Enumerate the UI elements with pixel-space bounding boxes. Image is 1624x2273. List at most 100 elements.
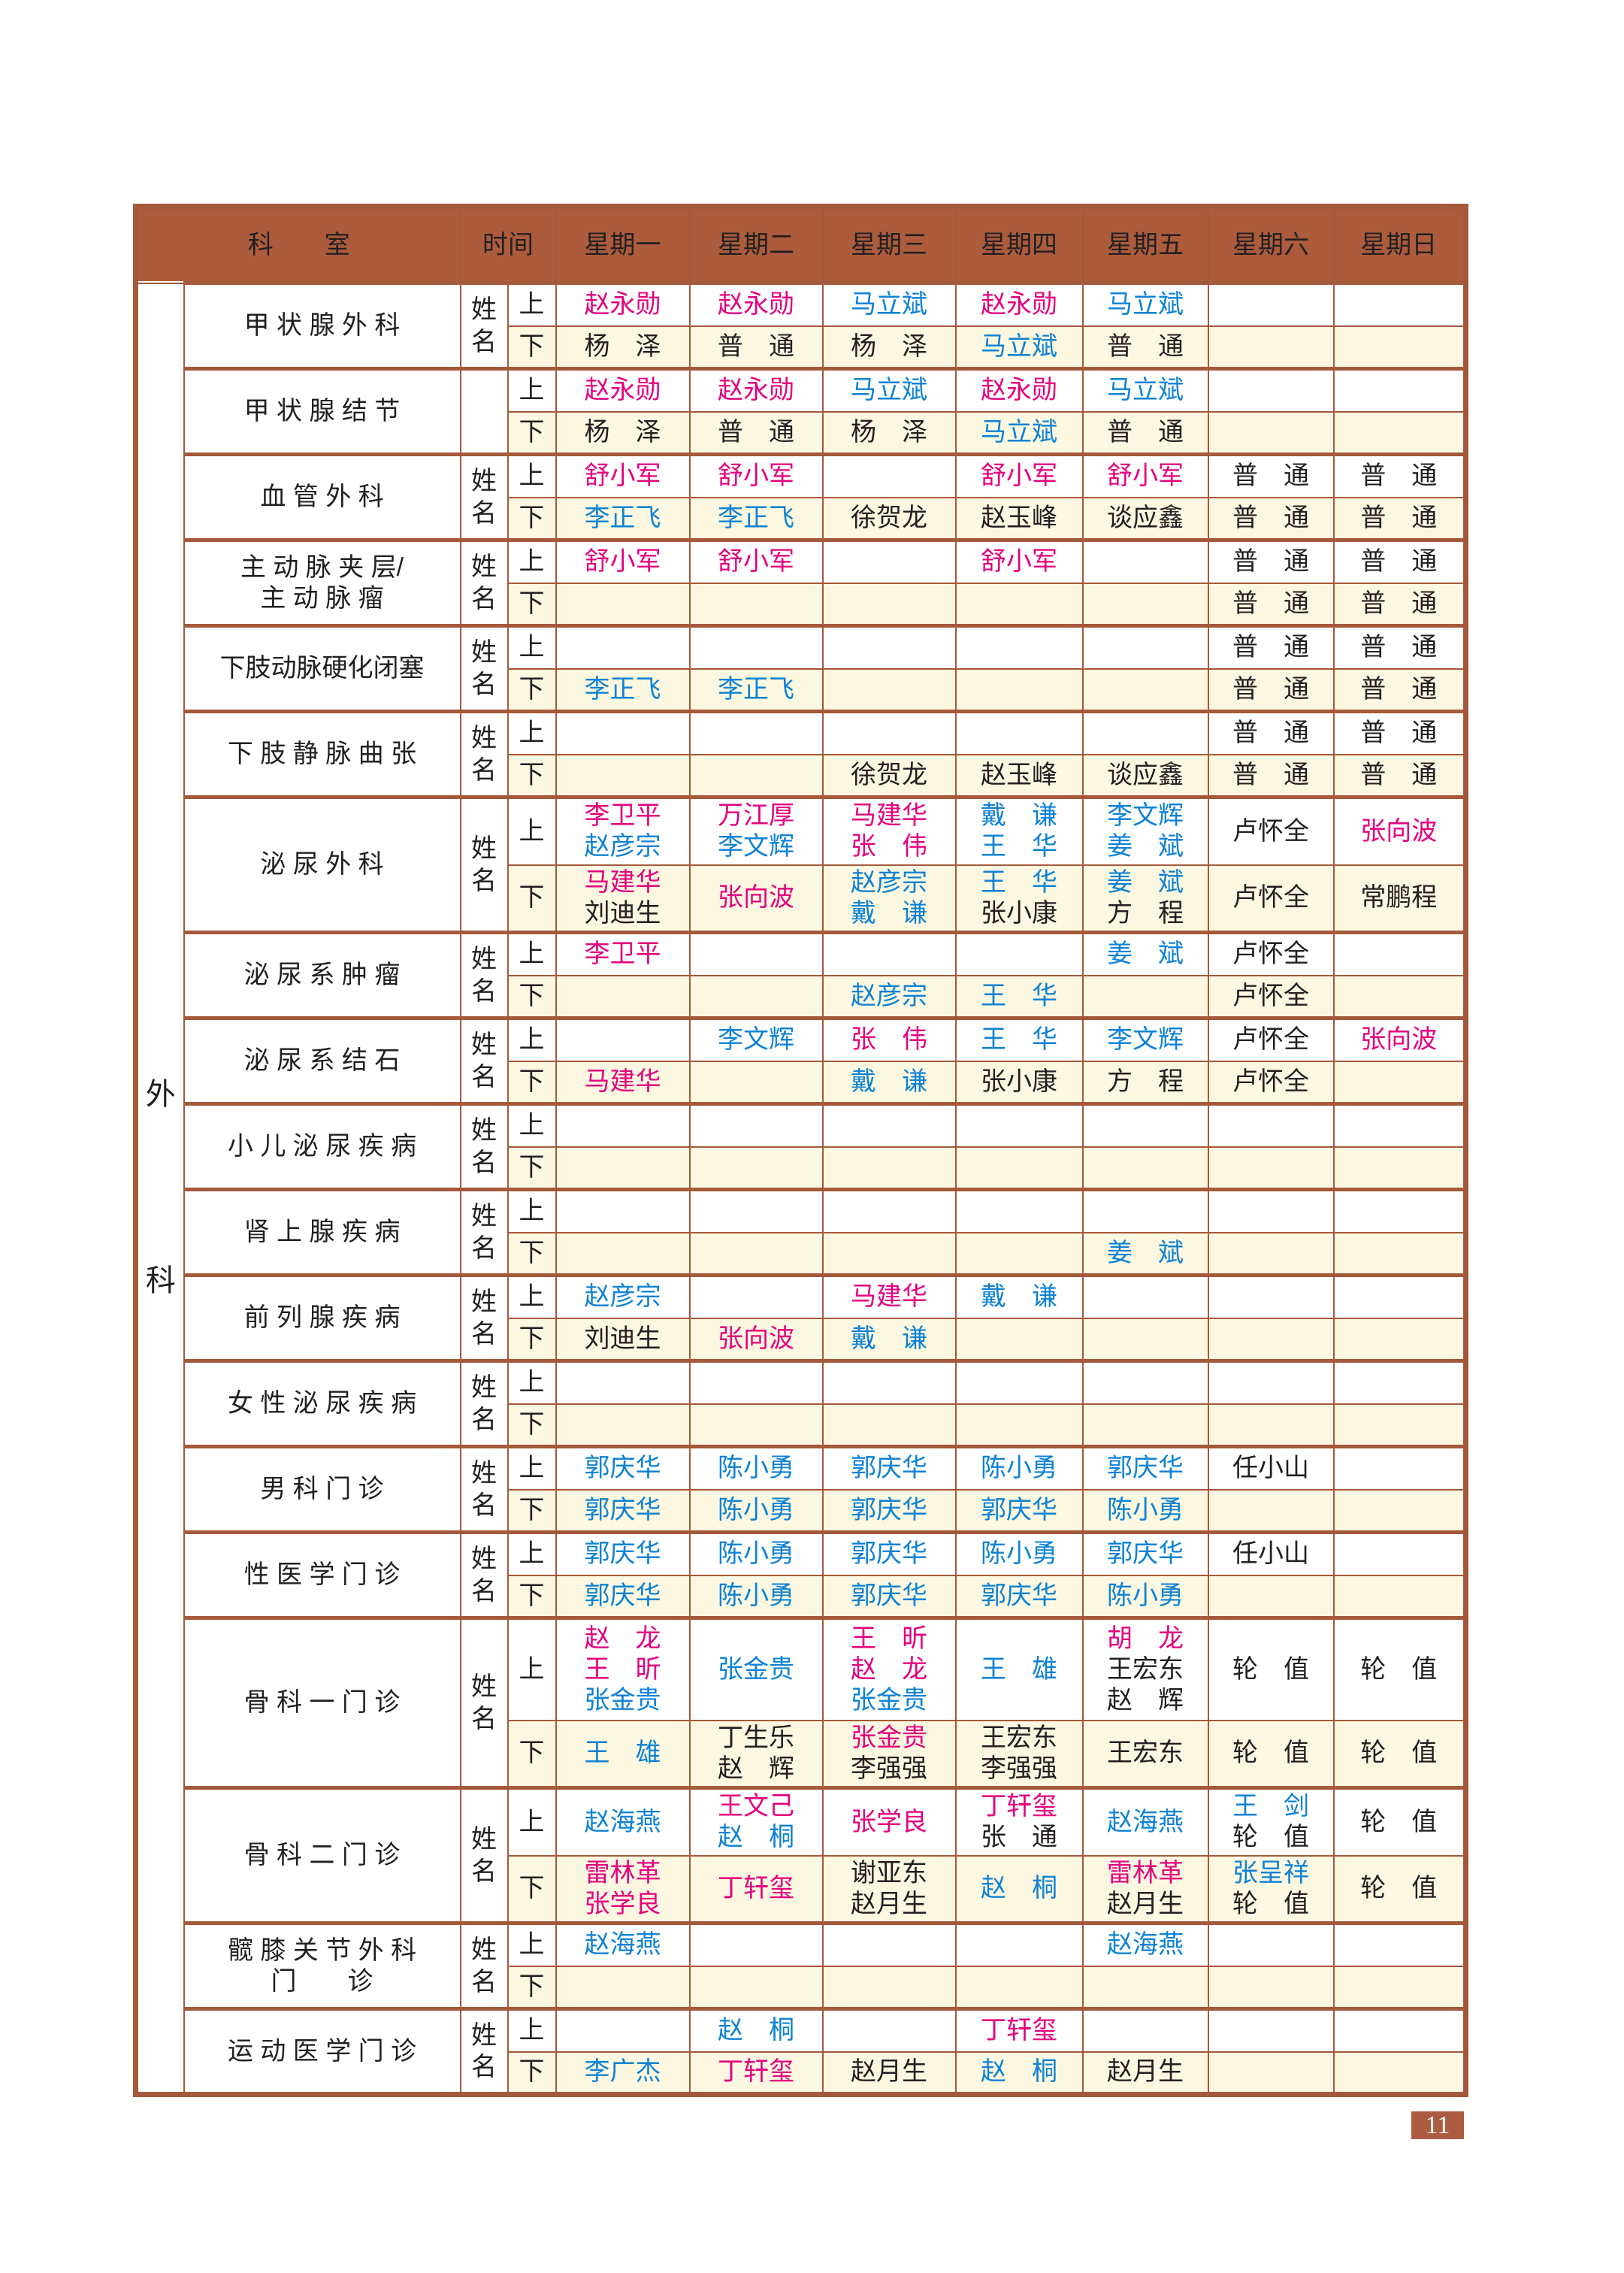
schedule-cell: 普 通 [1332,667,1467,713]
schedule-cell [1332,1231,1467,1276]
doctor-name: 普 通 [1232,674,1309,704]
schedule-cell [1081,1188,1209,1233]
schedule-cell: 赵玉峰 [954,496,1084,541]
doctor-name: 卢怀全 [1232,1025,1309,1055]
row-pm: 下郭庆华 陈小勇 郭庆华 郭庆华 陈小勇 [136,1574,1467,1619]
schedule-cell: 普 通 [1207,582,1335,627]
schedule-cell: 轮 值 [1332,1719,1467,1789]
schedule-cell: 赵永勋 [555,281,691,327]
dept-cell: 性 医 学 门 诊 [183,1530,461,1619]
table-header: 科 室时间 星期一 星期二 星期三 星期四 星期五 星期六 星期日 [135,205,1467,284]
dept-cell: 主 动 脉 夹 层/主 动 脉 瘤 [183,538,461,627]
doctor-name: 雷林革 [1107,1858,1184,1887]
dept-name-line: 骨 科 一 门 诊 [243,1688,401,1718]
schedule-cell: 丁轩玺 [954,2007,1084,2053]
doctor-name: 赵海燕 [1107,1807,1184,1836]
schedule-cell: 王 昕赵 龙张金贵 [821,1616,957,1721]
row-pm: 下马建华 刘迪生 张向波 赵彦宗戴 谦王 华张小康姜 斌方 程卢怀全 常鹏程 [136,864,1467,934]
dept-cell: 骨 科 二 门 诊 [183,1786,461,1924]
doctor-name: 轮 值 [1360,1807,1438,1836]
session-label-pm: 下 [507,325,557,370]
schedule-cell: 郭庆华 [821,1574,957,1619]
session-label-am: 上 [507,1445,557,1491]
schedule-cell: 张小康 [954,1060,1084,1105]
schedule-cell [555,1965,691,2010]
schedule-cell [1207,1574,1335,1619]
dept-cell: 泌 尿 外 科 [183,795,461,934]
doctor-name: 姜 斌 [1107,1238,1184,1267]
schedule-cell: 姜 斌 [1081,931,1209,976]
schedule-cell [1081,974,1209,1019]
schedule-cell: 丁轩玺 [688,1854,824,1924]
doctor-name: 普 通 [1360,719,1438,748]
doctor-name: 李正飞 [718,503,794,532]
schedule-cell [1081,538,1209,584]
doctor-name: 郭庆华 [1107,1454,1184,1483]
schedule-cell [688,1921,824,1967]
dept-name-line: 甲 状 腺 外 科 [243,311,401,340]
schedule-cell [821,1965,957,2010]
header-day-5: 星期五 [1081,205,1209,284]
row-am: 运 动 医 学 门 诊姓名上赵 桐丁轩玺 [136,2007,1467,2096]
schedule-cell [1332,1403,1467,1448]
name-label-cell: 姓名 [459,1786,509,1924]
schedule-cell: 普 通 [1332,710,1467,755]
row-am: 女 性 泌 尿 疾 病 姓名上 [136,1359,1467,1448]
schedule-cell: 卢怀全 [1207,864,1335,934]
schedule-cell [1207,281,1335,327]
schedule-cell [1332,1188,1467,1233]
schedule-cell: 郭庆华 [555,1445,691,1491]
name-label-char: 姓 [471,1459,497,1488]
name-label-cell: 姓名 [459,710,509,798]
doctor-name: 陈小勇 [718,1581,794,1610]
doctor-name: 郭庆华 [1107,1539,1184,1569]
schedule-cell: 赵海燕 [1081,1786,1209,1857]
name-label-char: 名 [471,1857,497,1886]
doctor-name: 赵永勋 [584,290,661,319]
session-label-pm: 下 [507,1317,557,1362]
schedule-cell: 杨 泽 [821,325,957,370]
schedule-cell: 李文辉姜 斌 [1081,795,1209,866]
row-pm: 下刘迪生 张向波 戴 谦 [136,1317,1467,1362]
name-label-char: 姓 [471,1545,497,1573]
schedule-cell: 普 通 [1081,410,1209,456]
doctor-name: 王 华 [981,867,1057,897]
schedule-cell [1081,624,1209,670]
doctor-name: 张金贵 [584,1685,661,1715]
row-pm: 下雷林革 张学良 丁轩玺 谢亚东 赵月生赵 桐雷林革 赵月生 张呈祥轮 值轮 值 [136,1854,1467,1924]
dept-cell: 骨 科 一 门 诊 [183,1616,461,1789]
row-am: 骨 科 二 门 诊姓名上赵海燕 王文己赵 桐张学良 丁轩玺张 通赵海燕王 剑轮 值轮… [136,1786,1467,1924]
doctor-name: 丁轩玺 [981,2016,1057,2045]
doctor-name: 陈小勇 [1107,1495,1184,1524]
row-pm: 下 徐贺龙 赵玉峰 谈应鑫 普 通 普 通 [136,753,1467,798]
schedule-cell: 马建华 [821,1273,957,1319]
schedule-cell: 陈小勇 [688,1530,824,1576]
doctor-name: 普 通 [1360,589,1438,618]
schedule-cell [821,1146,957,1191]
dept-name-line: 前 列 腺 疾 病 [243,1303,401,1333]
dept-cell: 小 儿 泌 尿 疾 病 [183,1102,461,1191]
session-label-am: 上 [507,710,557,755]
name-label-char: 名 [471,866,497,895]
session-label-pm: 下 [507,1965,557,2010]
schedule-cell [821,710,957,755]
schedule-cell: 舒小军 [954,452,1084,498]
schedule-cell [821,624,957,670]
doctor-name: 李卫平 [584,940,661,969]
doctor-name: 王 雄 [584,1739,661,1768]
schedule-cell [954,582,1084,627]
doctor-name: 李强强 [981,1754,1057,1783]
schedule-cell: 普 通 [1207,624,1335,670]
doctor-name: 张向波 [1360,816,1438,846]
session-label-am: 上 [507,1016,557,1062]
schedule-cell [555,1403,691,1448]
schedule-cell: 王 雄 [954,1616,1084,1721]
schedule-cell: 郭庆华 [555,1530,691,1576]
schedule-cell: 赵月生 [821,2051,957,2096]
schedule-cell [688,582,824,627]
name-label-cell: 姓名 [459,1921,509,2010]
schedule-cell [1332,2007,1467,2053]
schedule-cell: 赵永勋 [688,367,824,413]
schedule-cell [555,974,691,1019]
name-label-char: 姓 [471,1116,497,1145]
